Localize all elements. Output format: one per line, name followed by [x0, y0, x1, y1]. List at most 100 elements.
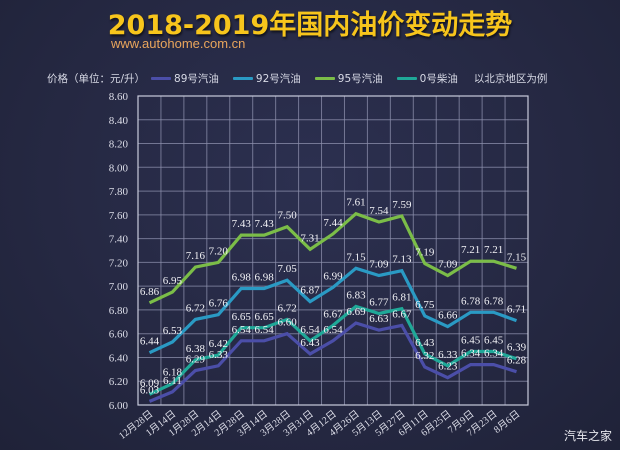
data-label: 6.34 [461, 348, 481, 360]
x-tick-label: 8月6日 [491, 408, 522, 436]
legend-label-92: 92号汽油 [255, 72, 301, 85]
plot-frame [137, 95, 529, 406]
data-label: 7.43 [255, 218, 275, 230]
data-label: 6.99 [323, 270, 343, 282]
data-label: 6.54 [300, 324, 320, 336]
legend-swatch-95 [314, 76, 335, 80]
legend-swatch-89 [151, 76, 172, 80]
series-line [148, 304, 517, 396]
data-label: 6.33 [438, 349, 458, 361]
data-label: 6.28 [507, 355, 527, 367]
data-label: 6.33 [209, 349, 229, 361]
data-label: 6.29 [186, 354, 206, 366]
data-label: 7.59 [392, 199, 412, 211]
data-label: 6.42 [209, 338, 228, 350]
data-label: 7.20 [209, 245, 229, 257]
data-label: 6.43 [415, 337, 435, 349]
data-label: 7.13 [392, 254, 412, 266]
data-label: 6.44 [140, 336, 160, 348]
data-label: 6.23 [438, 361, 458, 373]
data-label: 6.43 [300, 337, 320, 349]
data-label: 7.15 [507, 251, 527, 263]
data-label: 6.72 [277, 302, 296, 314]
legend-label-diesel: 0号柴油 [419, 72, 458, 85]
data-label: 6.03 [140, 384, 160, 396]
data-label: 6.11 [163, 375, 182, 387]
data-label: 6.69 [346, 306, 366, 318]
y-tick-label: 7.40 [109, 234, 129, 246]
data-label: 6.76 [209, 298, 229, 310]
data-label: 6.95 [163, 275, 183, 287]
data-label: 6.65 [232, 311, 252, 323]
y-tick-label: 6.80 [109, 305, 129, 317]
legend-swatch-diesel [396, 76, 417, 80]
data-label: 6.66 [438, 310, 458, 322]
data-label: 6.67 [392, 308, 412, 320]
data-label: 6.60 [277, 317, 297, 329]
y-tick-label: 6.00 [109, 400, 129, 412]
data-label: 7.16 [186, 250, 206, 262]
data-label: 7.09 [369, 258, 389, 270]
y-unit-label: 价格（单位：元/升） [47, 72, 146, 85]
data-label: 6.53 [163, 325, 183, 337]
series-line [148, 321, 517, 403]
data-label: 6.09 [140, 377, 160, 389]
y-tick-label: 8.00 [109, 162, 129, 174]
data-label: 7.05 [277, 263, 297, 275]
source-url: www.autohome.com.cn [111, 36, 246, 51]
legend-label-95: 95号汽油 [337, 72, 383, 85]
y-tick-label: 7.60 [109, 210, 129, 222]
y-tick-label: 6.60 [109, 329, 129, 341]
series-line [148, 211, 517, 305]
data-label: 6.54 [323, 324, 343, 336]
data-label: 6.63 [369, 313, 389, 325]
data-label: 6.54 [255, 324, 275, 336]
y-tick-label: 7.00 [109, 281, 129, 293]
data-label: 6.65 [255, 311, 275, 323]
legend: 价格（单位：元/升） 89号汽油 92号汽油 95号汽油 0号柴油 以北京地区为… [47, 70, 547, 86]
data-label: 7.31 [300, 232, 319, 244]
region-note: 以北京地区为例 [473, 72, 548, 85]
data-label: 6.45 [461, 335, 481, 347]
data-label: 6.67 [323, 308, 343, 320]
legend-item-diesel: 0号柴油 [396, 71, 458, 86]
legend-item-95: 95号汽油 [314, 71, 383, 86]
data-label: 7.50 [277, 210, 297, 222]
y-tick-label: 8.60 [109, 91, 129, 103]
data-label: 6.54 [232, 324, 252, 336]
data-label: 6.77 [369, 296, 389, 308]
data-label: 7.44 [323, 217, 343, 229]
data-label: 6.39 [507, 342, 527, 354]
data-label: 7.09 [438, 258, 458, 270]
data-label: 7.15 [346, 251, 366, 263]
data-label: 6.45 [484, 335, 504, 347]
data-label: 6.71 [507, 304, 526, 316]
data-label: 7.43 [232, 218, 252, 230]
y-tick-label: 8.40 [109, 115, 129, 127]
data-label: 6.78 [484, 295, 504, 307]
y-tick-label: 6.40 [109, 352, 129, 364]
y-tick-label: 7.80 [109, 186, 129, 198]
watermark: 汽车之家 [563, 429, 612, 443]
y-tick-label: 6.20 [109, 376, 129, 388]
data-label: 6.18 [163, 367, 183, 379]
data-label: 6.98 [255, 272, 275, 284]
data-label: 6.86 [140, 286, 160, 298]
data-label: 6.83 [346, 289, 366, 301]
data-label: 6.81 [392, 292, 411, 304]
data-label: 6.78 [461, 295, 481, 307]
data-label: 7.54 [369, 205, 389, 217]
data-label: 7.21 [484, 244, 503, 256]
legend-label-89: 89号汽油 [174, 72, 219, 85]
data-label: 7.21 [461, 244, 480, 256]
chart-title: 2018-2019年国内油价变动走势 [107, 10, 513, 41]
data-label: 7.19 [415, 247, 435, 259]
data-label: 6.32 [415, 350, 434, 362]
legend-item-89: 89号汽油 [151, 71, 219, 86]
data-label: 7.61 [346, 197, 365, 209]
data-label: 6.98 [232, 272, 252, 284]
data-label: 6.87 [300, 285, 320, 297]
data-label: 6.75 [415, 299, 435, 311]
data-label: 6.34 [484, 348, 504, 360]
